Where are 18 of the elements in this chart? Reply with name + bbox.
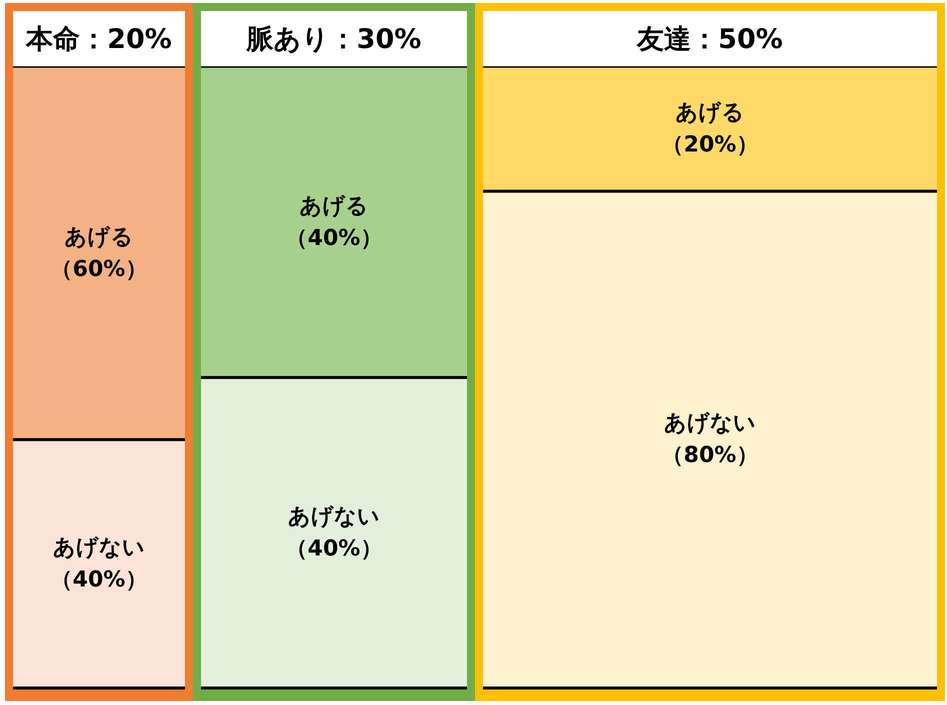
series-label: あげる (676, 100, 744, 126)
text: あげない (288, 504, 380, 530)
data-label: ：30% (330, 24, 422, 54)
category-label: 本命 (25, 24, 80, 54)
category-label: 脈あり (246, 24, 330, 54)
data-label: （40%） (50, 567, 148, 592)
data-label: ：50% (691, 24, 783, 54)
data-label: （20%） (662, 132, 758, 158)
text: あげる (300, 194, 368, 219)
data-label: （40%） (286, 226, 382, 251)
data-label: ：20% (80, 24, 172, 54)
data-label: （60%） (50, 256, 148, 282)
data-label: （80%） (662, 443, 758, 468)
text: あげる (64, 224, 134, 250)
category-label: 友達 (636, 24, 692, 54)
series-label: あげない (53, 535, 145, 560)
data-label: （40%） (286, 536, 382, 562)
text: あげない (664, 411, 756, 436)
